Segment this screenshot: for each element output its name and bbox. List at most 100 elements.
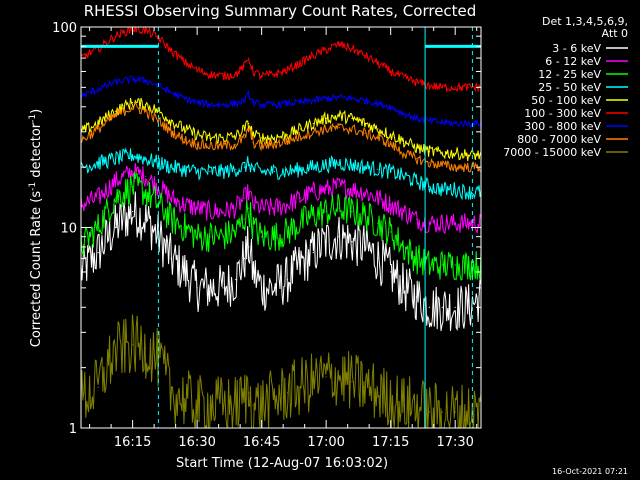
data-point [248, 207, 250, 209]
data-point [222, 404, 224, 406]
footer-timestamp: 16-Oct-2021 07:21 [552, 467, 628, 476]
data-point [364, 214, 366, 216]
data-point [144, 191, 147, 193]
data-point [415, 404, 418, 406]
data-point [273, 287, 276, 289]
data-point [441, 188, 443, 190]
data-point [144, 110, 147, 112]
data-point [97, 197, 99, 199]
series-line [81, 191, 481, 332]
data-point [248, 191, 250, 193]
data-point [144, 80, 147, 82]
data-point [377, 128, 379, 130]
data-point [261, 145, 263, 147]
data-point [299, 264, 301, 266]
data-point [351, 97, 353, 100]
data-point [403, 113, 405, 115]
data-point [252, 168, 254, 170]
data-point [114, 115, 116, 117]
y-label-sup1: -1 [28, 182, 38, 191]
series-line [81, 171, 481, 281]
data-point [338, 162, 340, 164]
data-point [273, 137, 276, 139]
data-point [351, 128, 353, 130]
data-point [132, 344, 134, 346]
data-point [364, 191, 366, 193]
data-point [248, 162, 250, 164]
data-point [299, 62, 301, 64]
data-point [428, 150, 430, 152]
data-point [377, 103, 379, 105]
data-point [209, 73, 211, 75]
data-point [312, 214, 314, 216]
data-point [252, 134, 254, 136]
data-point [441, 264, 443, 266]
data-point [415, 180, 418, 182]
data-point [415, 117, 418, 119]
data-point [261, 404, 263, 406]
axes-layer: 16:15 16:30 16:45 17:00 17:15 17:30 1 10 100 [52, 21, 482, 450]
data-point [114, 226, 116, 229]
data-point [454, 188, 456, 190]
data-point [467, 222, 469, 224]
data-point [261, 287, 263, 289]
data-point [235, 168, 237, 170]
data-point [222, 211, 224, 213]
legend-label: 800 - 7000 keV [517, 133, 601, 146]
data-point [428, 85, 430, 87]
data-point [403, 404, 405, 406]
data-point [415, 81, 418, 83]
data-point [97, 226, 99, 229]
data-point [248, 122, 250, 125]
data-point [377, 222, 379, 224]
data-point [325, 117, 327, 119]
data-point [286, 279, 289, 281]
data-point [222, 75, 224, 77]
data-point [196, 207, 198, 209]
data-point [243, 398, 245, 400]
data-point [261, 75, 263, 77]
data-point [325, 164, 327, 166]
data-point [454, 264, 456, 266]
data-point [338, 207, 340, 209]
data-point [222, 104, 224, 106]
data-point [312, 191, 314, 193]
data-point [364, 132, 366, 134]
data-point [209, 145, 211, 147]
y-axis-label: Corrected Count Rate (s-1 detector-1) [28, 109, 44, 347]
data-point [132, 186, 134, 188]
data-point [183, 271, 185, 273]
data-point [183, 97, 185, 100]
data-point [209, 104, 211, 106]
data-point [222, 236, 224, 238]
data-point [338, 376, 340, 378]
data-point [132, 154, 134, 156]
data-point [377, 258, 379, 260]
series-line [81, 314, 481, 428]
data-point [209, 171, 211, 173]
data-point [351, 164, 353, 166]
data-point [312, 55, 314, 57]
data-point [97, 122, 99, 125]
y-tick-label: 100 [52, 21, 77, 36]
data-point [248, 392, 250, 394]
data-point [364, 246, 366, 248]
data-point [183, 398, 185, 400]
data-point [286, 204, 289, 206]
data-point [196, 101, 198, 104]
data-point [170, 92, 172, 94]
series-line [81, 147, 481, 201]
data-point [132, 106, 134, 108]
data-point [144, 158, 147, 160]
data-point [377, 392, 379, 394]
data-point [351, 48, 353, 50]
data-point [390, 171, 392, 173]
data-point [183, 168, 185, 170]
data-point [415, 158, 418, 160]
x-tick-label: 16:15 [114, 435, 151, 450]
data-point [415, 258, 418, 260]
data-point [252, 404, 254, 406]
data-point [170, 258, 172, 260]
data-point [235, 73, 237, 75]
data-point [243, 197, 245, 199]
